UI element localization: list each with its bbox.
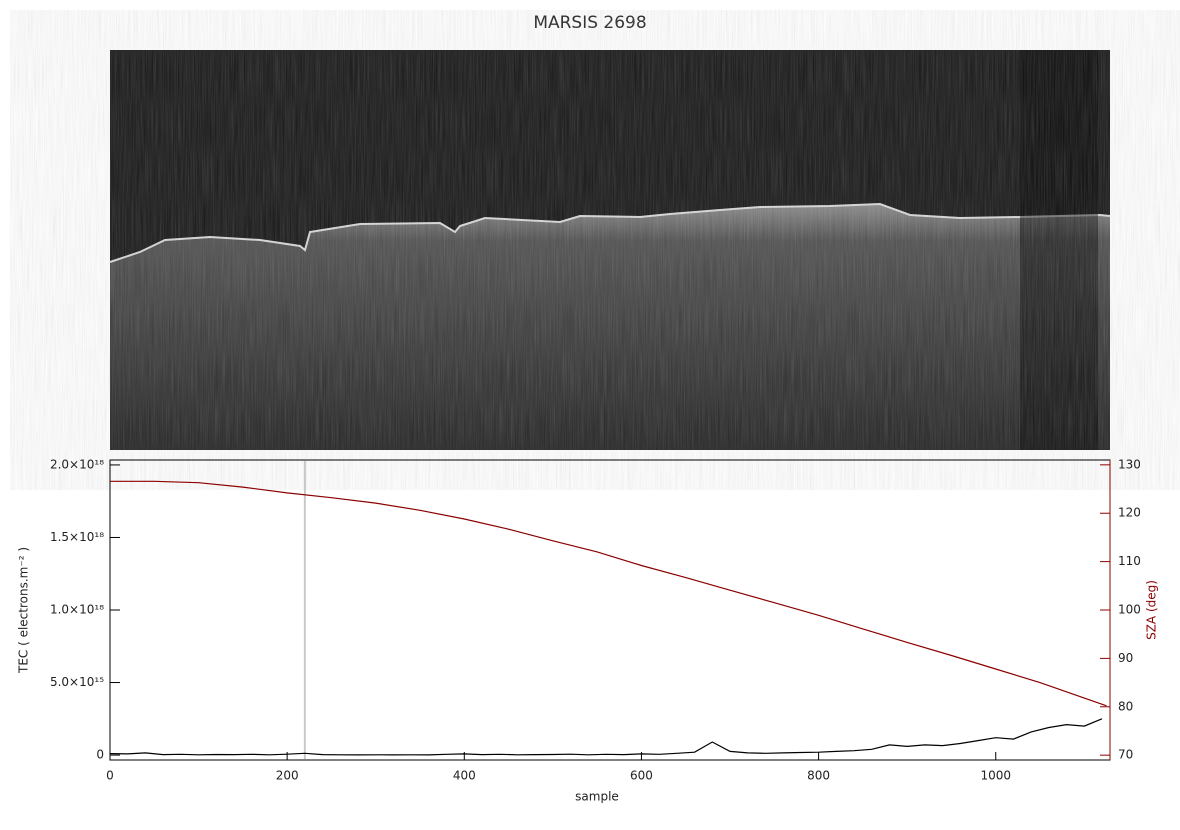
y-tick-label: 5.0×10¹⁵ [50, 675, 104, 689]
x-tick-label: 600 [630, 769, 653, 783]
y-tick-label: 0 [96, 748, 104, 762]
y-axis-label: TEC ( electrons.m⁻² ) [17, 547, 31, 674]
x-tick-label: 800 [807, 769, 830, 783]
y2-tick-label: 70 [1118, 748, 1133, 762]
y2-tick-label: 120 [1118, 506, 1141, 520]
x-axis-label: sample [575, 790, 619, 804]
y-tick-label: 2.0×10¹⁸ [50, 457, 104, 471]
x-tick-label: 1000 [980, 769, 1011, 783]
y-tick-label: 1.0×10¹⁸ [50, 603, 104, 617]
x-tick-label: 200 [276, 769, 299, 783]
y2-tick-label: 110 [1118, 554, 1141, 568]
series-line [109, 718, 1103, 756]
chart-title: MARSIS 2698 [533, 13, 646, 33]
y2-tick-label: 100 [1118, 603, 1141, 617]
radargram [109, 50, 1111, 450]
plot-frame [109, 459, 1111, 761]
x-tick-label: 0 [106, 769, 114, 783]
x-tick-label: 400 [453, 769, 476, 783]
y2-tick-label: 90 [1118, 651, 1133, 665]
y2-axis-label: SZA (deg) [1145, 580, 1159, 640]
y2-tick-label: 80 [1118, 699, 1133, 713]
series-line [110, 480, 1107, 707]
y-tick-label: 1.5×10¹⁸ [50, 530, 104, 544]
y2-tick-label: 130 [1118, 457, 1141, 471]
